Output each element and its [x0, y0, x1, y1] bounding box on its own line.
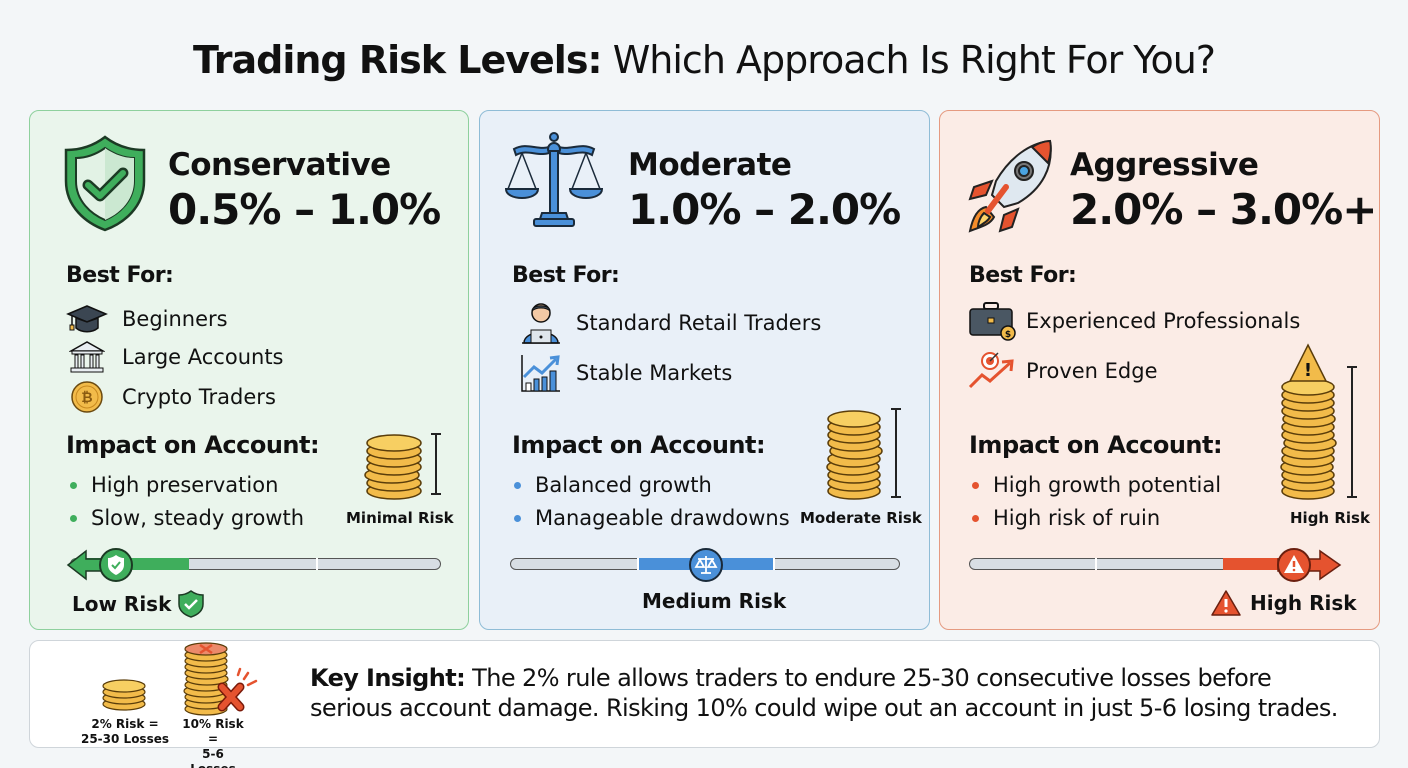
warning-marker-icon	[1277, 548, 1311, 582]
stack-label: Minimal Risk	[346, 509, 454, 527]
briefcase-dollar-icon: $	[968, 301, 1016, 341]
meter-label: Medium Risk	[642, 589, 787, 613]
risk-range: 2.0% – 3.0%+	[1070, 185, 1377, 234]
caption-2pct: 2% Risk = 25-30 Losses	[80, 717, 169, 746]
impact-heading: Impact on Account:	[969, 431, 1223, 459]
best-for-heading: Best For:	[66, 263, 174, 288]
target-arrow-icon	[968, 351, 1016, 391]
scales-marker-icon	[689, 548, 723, 582]
rocket-icon	[968, 139, 1052, 233]
meter-label: Low Risk	[72, 589, 205, 619]
best-for-item: Standard Retail Traders	[520, 301, 821, 345]
risk-level-name: Conservative	[168, 147, 391, 183]
shield-check-small-icon	[178, 590, 205, 618]
stack-label: Moderate Risk	[800, 509, 922, 527]
risk-range: 0.5% – 1.0%	[168, 185, 441, 234]
graduation-cap-icon	[66, 301, 108, 337]
stack-label: High Risk	[1290, 509, 1370, 527]
impact-item: Manageable drawdowns	[514, 502, 790, 535]
risk-level-name: Moderate	[628, 147, 792, 183]
impact-item: High risk of ruin	[972, 502, 1221, 535]
svg-text:₿: ₿	[81, 390, 92, 406]
best-for-item: Beginners	[66, 301, 228, 337]
coin-stack-tall-icon: !	[1280, 343, 1357, 500]
impact-list: High preservation Slow, steady growth	[70, 469, 304, 535]
impact-item: Slow, steady growth	[70, 502, 304, 535]
coin-stack-medium-icon	[826, 408, 901, 500]
page-title: Trading Risk Levels: Which Approach Is R…	[193, 38, 1216, 82]
impact-list: High growth potential High risk of ruin	[972, 469, 1221, 535]
meter-label: High Risk	[1210, 589, 1357, 617]
best-for-item: ₿ Crypto Traders	[66, 379, 276, 415]
svg-text:!: !	[1304, 360, 1312, 381]
shield-marker-icon	[99, 548, 133, 582]
risk-meter	[969, 558, 1310, 570]
bitcoin-icon: ₿	[66, 379, 108, 415]
best-for-item: $ Experienced Professionals	[968, 301, 1300, 341]
card-moderate: Moderate 1.0% – 2.0% Best For: Standard …	[479, 110, 930, 630]
key-insight-text: Key Insight: The 2% rule allows traders …	[310, 664, 1338, 722]
coin-stack-10pct-icon	[183, 642, 258, 716]
best-for-item: Large Accounts	[66, 339, 284, 375]
card-aggressive: Aggressive 2.0% – 3.0%+ Best For: $ Expe…	[939, 110, 1380, 630]
coin-stack-small-icon	[364, 433, 441, 500]
impact-item: High preservation	[70, 469, 304, 502]
shield-check-icon	[64, 135, 146, 232]
impact-heading: Impact on Account:	[66, 431, 320, 459]
impact-item: High growth potential	[972, 469, 1221, 502]
best-for-item: Stable Markets	[520, 353, 732, 393]
coin-stack-2pct-icon	[102, 679, 146, 711]
trader-laptop-icon	[520, 301, 562, 345]
bank-icon	[66, 339, 108, 375]
svg-text:$: $	[1005, 330, 1011, 340]
growth-chart-icon	[520, 353, 562, 393]
warning-triangle-icon	[1211, 590, 1241, 616]
risk-level-name: Aggressive	[1070, 147, 1259, 183]
best-for-heading: Best For:	[512, 263, 620, 288]
impact-item: Balanced growth	[514, 469, 790, 502]
best-for-heading: Best For:	[969, 263, 1077, 288]
card-conservative: Conservative 0.5% – 1.0% Best For: Begin…	[29, 110, 469, 630]
impact-heading: Impact on Account:	[512, 431, 766, 459]
scales-icon	[504, 132, 604, 227]
key-insight-panel: 2% Risk =25-30 Losses 10% Risk =5-6 Loss…	[29, 640, 1380, 768]
best-for-item: Proven Edge	[968, 351, 1158, 391]
caption-10pct: 10% Risk =5-6 Losses	[182, 717, 244, 768]
risk-range: 1.0% – 2.0%	[628, 185, 901, 234]
impact-list: Balanced growth Manageable drawdowns	[514, 469, 790, 535]
